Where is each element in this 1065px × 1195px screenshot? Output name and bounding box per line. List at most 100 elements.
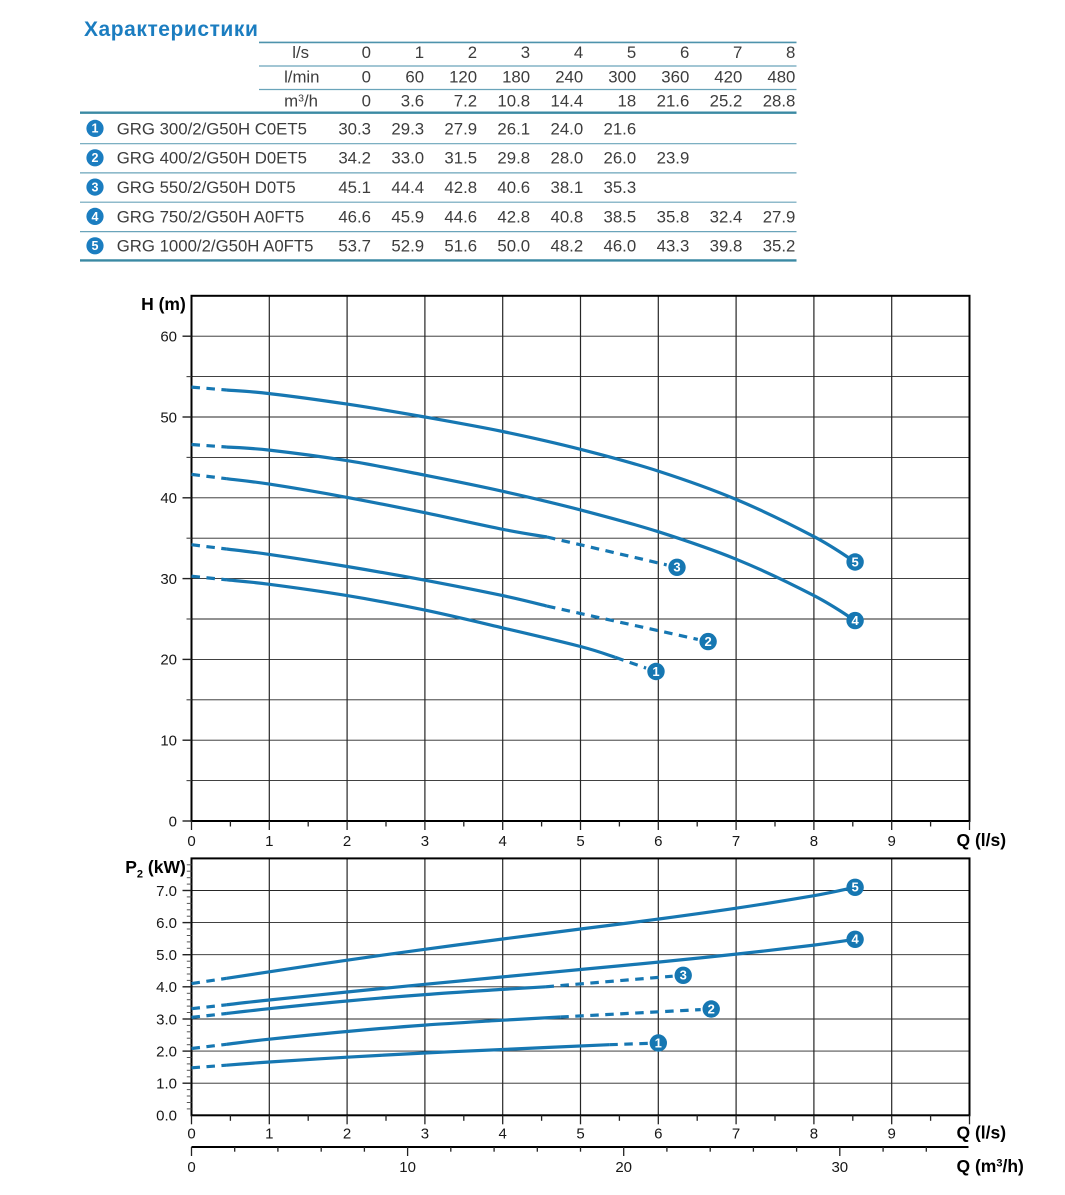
svg-text:6: 6 <box>654 1125 662 1142</box>
svg-text:18: 18 <box>618 91 637 110</box>
svg-text:39.8: 39.8 <box>710 237 743 256</box>
svg-text:46.6: 46.6 <box>338 207 371 226</box>
svg-text:29.3: 29.3 <box>391 119 424 138</box>
svg-text:4: 4 <box>499 833 507 850</box>
svg-text:10: 10 <box>160 733 177 750</box>
svg-text:3.6: 3.6 <box>401 91 424 110</box>
svg-text:300: 300 <box>608 68 636 87</box>
svg-text:2: 2 <box>468 43 477 62</box>
svg-text:8: 8 <box>786 43 795 62</box>
svg-text:4: 4 <box>851 932 859 947</box>
svg-text:GRG 400/2/G50H D0ET5: GRG 400/2/G50H D0ET5 <box>117 149 307 168</box>
svg-text:m3/h: m3/h <box>284 91 318 110</box>
svg-text:35.2: 35.2 <box>763 237 796 256</box>
svg-text:7.0: 7.0 <box>156 883 177 900</box>
svg-text:42.8: 42.8 <box>444 178 477 197</box>
svg-text:14.4: 14.4 <box>551 91 584 110</box>
svg-text:1: 1 <box>265 833 273 850</box>
svg-text:0: 0 <box>187 833 195 850</box>
svg-text:480: 480 <box>767 68 795 87</box>
svg-text:30: 30 <box>831 1159 848 1176</box>
svg-text:35.3: 35.3 <box>604 178 637 197</box>
svg-text:1: 1 <box>652 664 659 679</box>
svg-text:0: 0 <box>169 813 177 830</box>
svg-text:3: 3 <box>680 968 687 983</box>
svg-text:Характеристики: Характеристики <box>84 18 258 41</box>
svg-text:31.5: 31.5 <box>444 149 477 168</box>
svg-text:45.9: 45.9 <box>391 207 424 226</box>
svg-text:GRG 550/2/G50H D0T5: GRG 550/2/G50H D0T5 <box>117 178 296 197</box>
svg-text:3: 3 <box>421 833 429 850</box>
svg-text:1: 1 <box>92 122 99 136</box>
svg-text:25.2: 25.2 <box>710 91 743 110</box>
svg-text:7: 7 <box>732 1125 740 1142</box>
svg-text:4.0: 4.0 <box>156 979 177 996</box>
svg-text:46.0: 46.0 <box>604 237 637 256</box>
svg-text:Q (l/s): Q (l/s) <box>957 1122 1007 1142</box>
svg-text:29.8: 29.8 <box>497 149 530 168</box>
svg-text:33.0: 33.0 <box>391 149 424 168</box>
svg-text:35.8: 35.8 <box>657 207 690 226</box>
svg-text:44.4: 44.4 <box>391 178 424 197</box>
svg-text:40: 40 <box>160 490 177 507</box>
svg-text:42.8: 42.8 <box>497 207 530 226</box>
svg-text:420: 420 <box>714 68 742 87</box>
svg-text:38.5: 38.5 <box>604 207 637 226</box>
svg-text:H (m): H (m) <box>141 294 186 314</box>
svg-text:5: 5 <box>851 880 858 895</box>
svg-text:l/min: l/min <box>284 68 319 87</box>
svg-text:Q (m3/h): Q (m3/h) <box>957 1156 1024 1176</box>
svg-text:5: 5 <box>627 43 636 62</box>
svg-text:7: 7 <box>732 833 740 850</box>
svg-text:30: 30 <box>160 571 177 588</box>
svg-text:4: 4 <box>499 1125 507 1142</box>
svg-text:1.0: 1.0 <box>156 1076 177 1093</box>
svg-text:4: 4 <box>851 613 859 628</box>
svg-text:3: 3 <box>521 43 530 62</box>
svg-text:2: 2 <box>92 151 99 165</box>
svg-text:5: 5 <box>92 239 99 253</box>
svg-text:2: 2 <box>343 1125 351 1142</box>
svg-text:GRG 300/2/G50H C0ET5: GRG 300/2/G50H C0ET5 <box>117 119 307 138</box>
svg-text:50: 50 <box>160 409 177 426</box>
svg-text:20: 20 <box>160 652 177 669</box>
svg-text:21.6: 21.6 <box>604 119 637 138</box>
svg-text:45.1: 45.1 <box>338 178 371 197</box>
svg-text:32.4: 32.4 <box>710 207 743 226</box>
svg-text:6.0: 6.0 <box>156 915 177 932</box>
svg-text:26.0: 26.0 <box>604 149 637 168</box>
svg-text:Q (l/s): Q (l/s) <box>957 830 1007 850</box>
svg-text:43.3: 43.3 <box>657 237 690 256</box>
svg-text:0: 0 <box>362 91 371 110</box>
svg-text:21.6: 21.6 <box>657 91 690 110</box>
svg-text:240: 240 <box>555 68 583 87</box>
svg-text:28.0: 28.0 <box>551 149 584 168</box>
svg-text:8: 8 <box>810 1125 818 1142</box>
svg-text:1: 1 <box>415 43 424 62</box>
svg-text:l/s: l/s <box>292 43 309 62</box>
svg-text:1: 1 <box>265 1125 273 1142</box>
svg-text:27.9: 27.9 <box>444 119 477 138</box>
svg-text:7: 7 <box>733 43 742 62</box>
svg-text:120: 120 <box>449 68 477 87</box>
svg-text:28.8: 28.8 <box>763 91 796 110</box>
svg-text:60: 60 <box>405 68 424 87</box>
svg-text:20: 20 <box>615 1159 632 1176</box>
svg-text:10.8: 10.8 <box>497 91 530 110</box>
svg-text:9: 9 <box>888 1125 896 1142</box>
svg-text:51.6: 51.6 <box>444 237 477 256</box>
svg-text:2: 2 <box>343 833 351 850</box>
svg-text:30.3: 30.3 <box>338 119 371 138</box>
svg-text:9: 9 <box>888 833 896 850</box>
svg-text:6: 6 <box>654 833 662 850</box>
svg-text:27.9: 27.9 <box>763 207 796 226</box>
svg-text:5: 5 <box>576 1125 584 1142</box>
svg-text:23.9: 23.9 <box>657 149 690 168</box>
svg-text:0: 0 <box>362 43 371 62</box>
svg-text:5: 5 <box>576 833 584 850</box>
svg-text:2: 2 <box>708 1001 715 1016</box>
svg-text:60: 60 <box>160 329 177 346</box>
svg-text:2: 2 <box>704 634 711 649</box>
svg-text:48.2: 48.2 <box>551 237 584 256</box>
svg-text:34.2: 34.2 <box>338 149 371 168</box>
